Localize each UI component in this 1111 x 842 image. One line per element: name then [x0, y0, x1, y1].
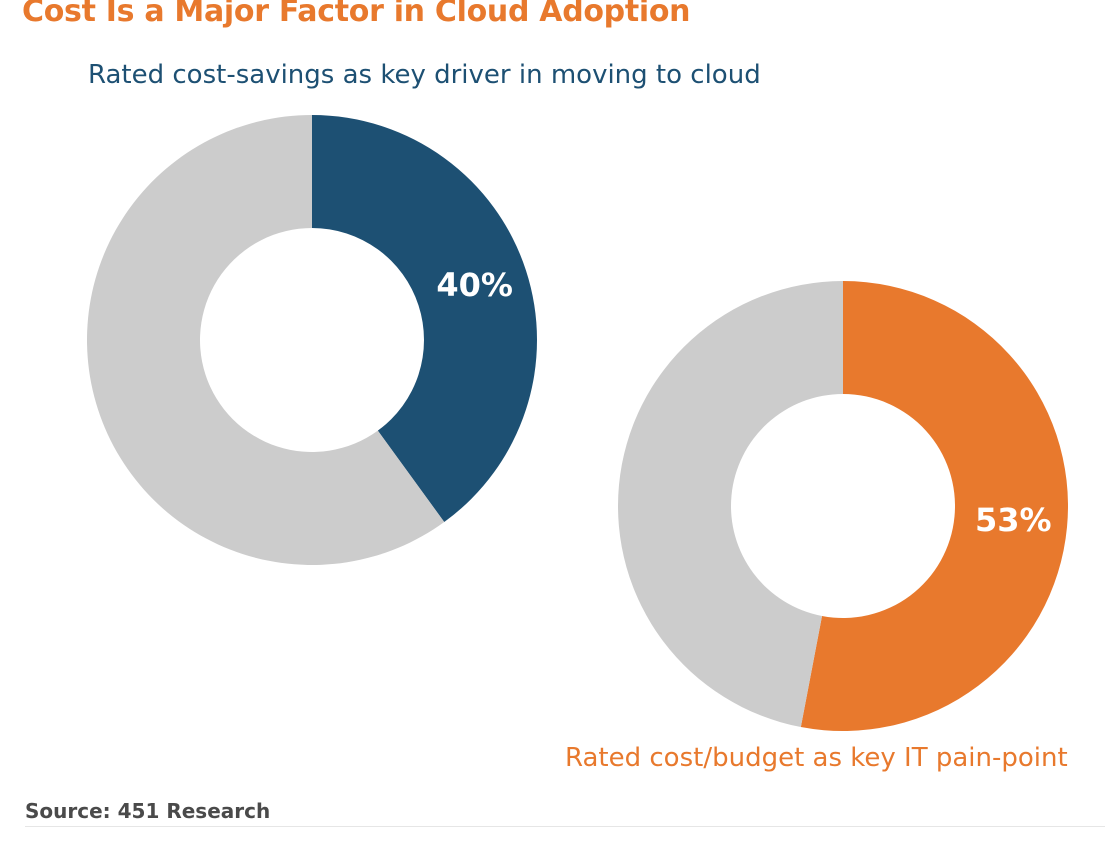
donut-1-slice-primary	[312, 115, 537, 523]
footer-divider	[25, 826, 1105, 827]
donut-1-value-label: 40%	[436, 266, 513, 304]
source-note: Source: 451 Research	[25, 799, 271, 823]
donut-chart-cost-savings: 40%	[86, 115, 537, 565]
donut-chart-cost-budget: 53%	[617, 281, 1068, 731]
donut-2-value-label: 53%	[975, 501, 1052, 539]
donut-1-caption: Rated cost-savings as key driver in movi…	[88, 60, 761, 90]
donut-2-slice-remainder	[617, 281, 843, 728]
donut-2-slice-primary	[800, 281, 1068, 731]
donut-2-caption: Rated cost/budget as key IT pain-point	[565, 743, 1068, 773]
donut-1-slice-remainder	[86, 115, 445, 565]
page-title: Cost Is a Major Factor in Cloud Adoption	[22, 0, 691, 29]
